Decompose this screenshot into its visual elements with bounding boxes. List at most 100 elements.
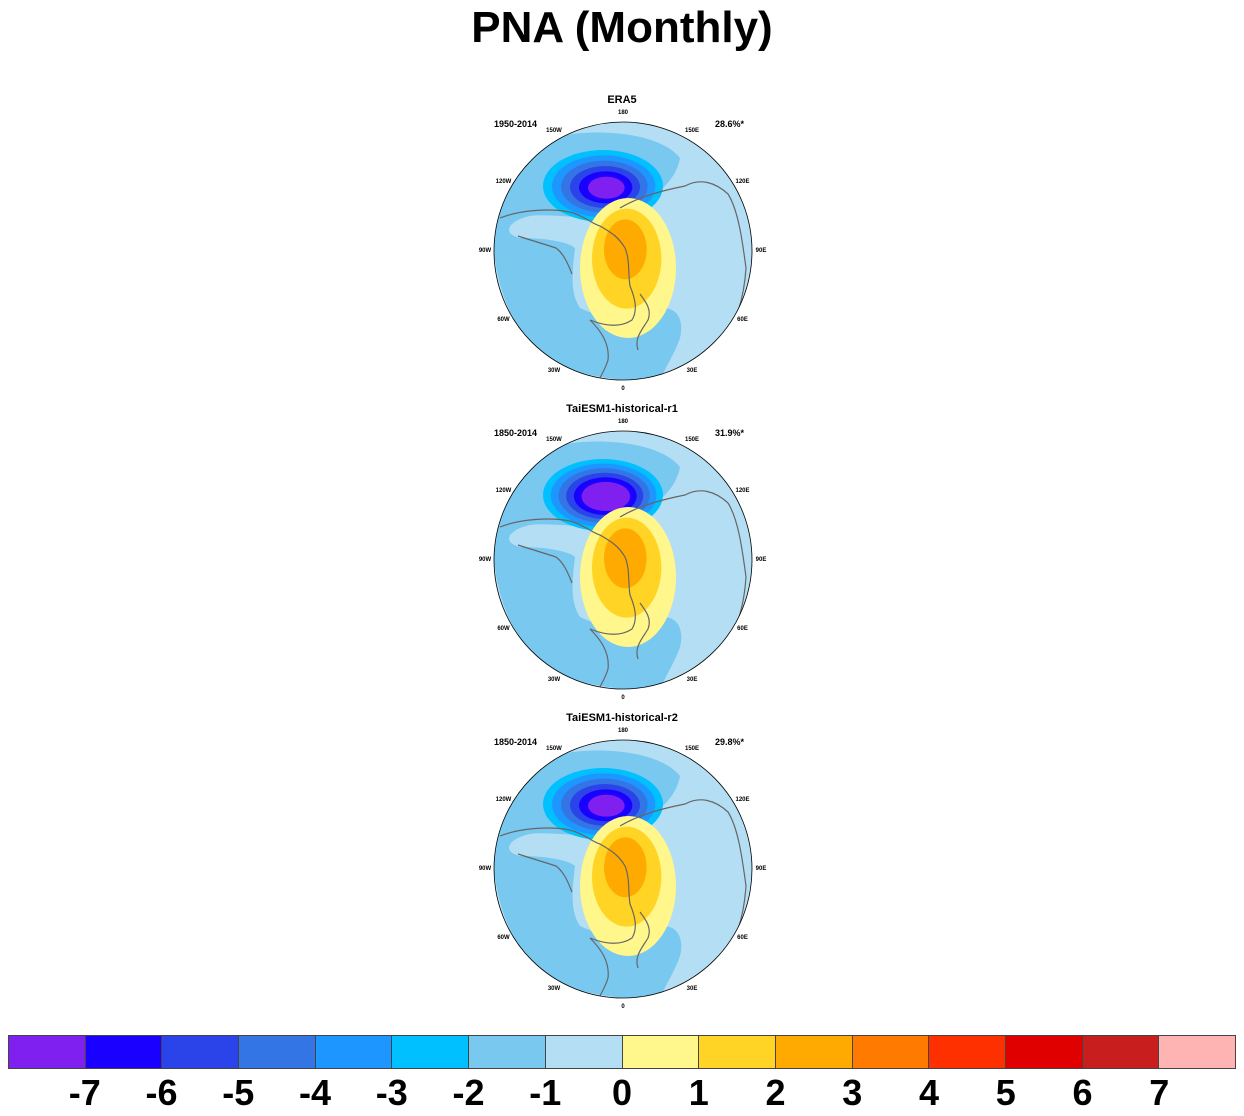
longitude-label: 60W [497, 935, 510, 941]
longitude-label: 180 [617, 110, 629, 116]
longitude-label: 60E [737, 935, 748, 941]
panel-variance: 29.8%* [714, 737, 744, 747]
colorbar-box [1082, 1036, 1160, 1068]
coastline-4 [517, 544, 573, 584]
page-title: PNA (Monthly) [471, 3, 773, 52]
colorbar-box [239, 1036, 316, 1068]
longitude-label: 120E [735, 488, 750, 494]
polar-map [493, 121, 753, 381]
map-panel-taiesm1-r2: TaiESM1-historical-r2 1850-2014 29.8%* 1… [460, 712, 784, 1016]
longitude-label: 30W [547, 367, 561, 374]
polar-map [493, 430, 753, 690]
map-panel-taiesm1-r1: TaiESM1-historical-r1 1850-2014 31.9%* 1… [460, 403, 784, 707]
colorbar-box [85, 1036, 163, 1068]
coastline-0 [499, 827, 636, 944]
colorbar-box [1005, 1036, 1083, 1068]
panel-title: ERA5 [607, 94, 637, 106]
colorbar-box [469, 1036, 546, 1068]
colorbar-box [775, 1036, 853, 1068]
coastline-3 [636, 602, 650, 660]
colorbar-box [622, 1036, 700, 1068]
panel-period: 1950-2014 [494, 119, 538, 129]
longitude-label: 150E [684, 128, 700, 135]
longitude-label: 150E [684, 746, 700, 753]
longitude-label: 30E [686, 985, 698, 992]
colorbar-label: -3 [375, 1072, 408, 1113]
colorbar-label: 3 [842, 1072, 863, 1113]
longitude-label: 30W [547, 985, 561, 992]
colorbar-label: 1 [688, 1072, 709, 1113]
panel-period: 1850-2014 [494, 428, 538, 438]
colorbar-box [392, 1036, 470, 1068]
longitude-label: 90E [755, 248, 767, 254]
longitude-label: 0 [621, 386, 625, 392]
map-boundary [493, 121, 753, 381]
longitude-label: 90E [755, 557, 767, 563]
colorbar-label: 6 [1072, 1072, 1093, 1113]
colorbar-box [315, 1036, 393, 1068]
longitude-label: 150W [546, 128, 562, 135]
coastline-3 [636, 911, 650, 969]
colorbar-label: 5 [995, 1072, 1016, 1113]
coastline-4 [517, 853, 573, 893]
coastline-0 [499, 518, 636, 635]
colorbar-label: -1 [529, 1072, 562, 1113]
longitude-label: 60W [497, 626, 510, 632]
map-panel-era5: ERA5 1950-2014 28.6%* 180 150E 120E 90E 60E 3… [460, 94, 784, 398]
colorbar-box [852, 1036, 930, 1068]
longitude-label: 120W [495, 179, 512, 185]
longitude-label: 30E [686, 676, 698, 683]
colorbar-label: -4 [298, 1072, 332, 1113]
panel-period: 1850-2014 [494, 737, 538, 747]
longitude-label: 120E [735, 797, 750, 803]
longitude-label: 0 [621, 1004, 625, 1010]
colorbar [8, 1035, 1236, 1069]
longitude-label: 60E [737, 317, 748, 323]
map-boundary [493, 739, 753, 999]
longitude-label: 60W [497, 317, 510, 323]
longitude-label: 150E [684, 437, 700, 444]
longitude-label: 30W [547, 676, 561, 683]
colorbar-label: 4 [918, 1072, 940, 1113]
longitude-label: 120W [495, 797, 512, 803]
colorbar-label: -6 [145, 1072, 178, 1113]
contour-low-6 [588, 176, 625, 199]
colorbar-box [162, 1036, 240, 1068]
panel-title: TaiESM1-historical-r1 [566, 403, 678, 415]
panel-variance: 28.6%* [714, 119, 744, 129]
longitude-label: 90W [478, 248, 492, 254]
coastline-2 [589, 628, 609, 689]
coastline-4 [517, 235, 573, 275]
panel-title: TaiESM1-historical-r2 [566, 712, 678, 724]
longitude-label: 90W [478, 557, 492, 563]
longitude-label: 0 [621, 695, 625, 701]
colorbar-label: 2 [765, 1072, 786, 1113]
coastline-2 [589, 319, 609, 380]
longitude-label: 90W [478, 866, 492, 872]
contour-low-6 [588, 794, 625, 817]
coastline-2 [589, 937, 609, 998]
longitude-label: 150W [546, 746, 562, 753]
colorbar-label: 0 [611, 1072, 633, 1113]
longitude-label: 60E [737, 626, 748, 632]
colorbar-box [699, 1036, 776, 1068]
colorbar-label: -7 [68, 1072, 101, 1113]
longitude-label: 120W [495, 488, 512, 494]
colorbar-box [9, 1036, 86, 1068]
colorbar-box [929, 1036, 1006, 1068]
colorbar-label: -5 [222, 1072, 255, 1113]
longitude-label: 180 [617, 728, 629, 734]
coastline-3 [636, 293, 650, 351]
panel-variance: 31.9%* [714, 428, 744, 438]
longitude-label: 120E [735, 179, 750, 185]
coastline-0 [499, 209, 636, 326]
polar-map [493, 739, 753, 999]
longitude-label: 180 [617, 419, 629, 425]
contour-low-7 [589, 486, 624, 507]
colorbar-label: 7 [1149, 1072, 1170, 1113]
colorbar-box [1159, 1036, 1235, 1068]
map-boundary [493, 430, 753, 690]
longitude-label: 150W [546, 437, 562, 444]
longitude-label: 90E [755, 866, 767, 872]
longitude-label: 30E [686, 367, 698, 374]
